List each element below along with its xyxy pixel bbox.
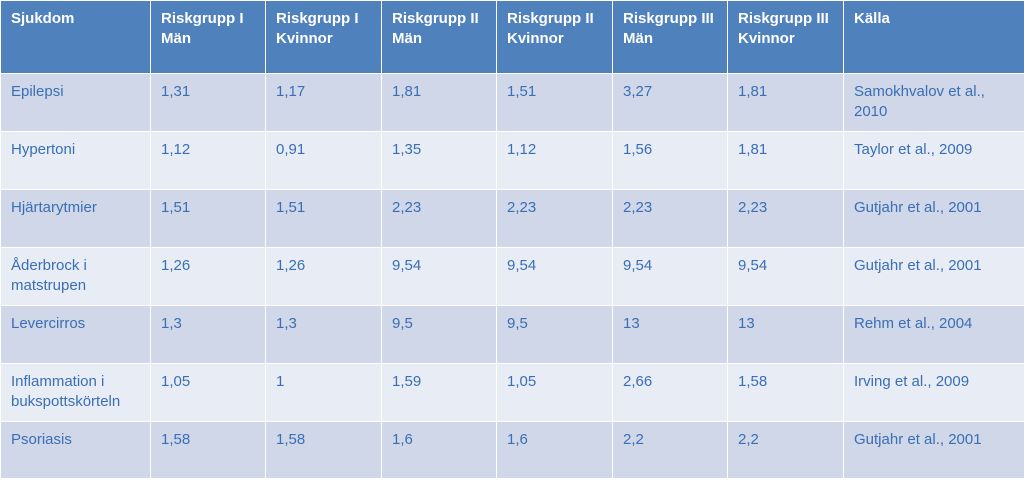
cell-source: Rehm et al., 2004 [843, 305, 1024, 364]
cell-value: 1,26 [150, 247, 266, 306]
cell-value: 1,81 [727, 131, 844, 190]
cell-value: 1,51 [496, 73, 613, 132]
cell-value: 1,58 [150, 421, 266, 479]
cell-value: 1,05 [150, 363, 266, 422]
cell-value: 1,51 [265, 189, 382, 248]
cell-value: 1,3 [150, 305, 266, 364]
cell-value: 2,23 [727, 189, 844, 248]
cell-value: 9,54 [612, 247, 728, 306]
cell-value: 2,66 [612, 363, 728, 422]
header-sjukdom: Sjukdom [0, 0, 151, 74]
cell-value: 1,31 [150, 73, 266, 132]
cell-value: 1,81 [727, 73, 844, 132]
cell-value: 9,54 [727, 247, 844, 306]
header-riskgrupp-3-kvinnor: Riskgrupp III Kvinnor [727, 0, 844, 74]
table-row: Hjärtarytmier 1,51 1,51 2,23 2,23 2,23 2… [0, 189, 1024, 248]
header-riskgrupp-2-man: Riskgrupp II Män [381, 0, 497, 74]
cell-value: 1,05 [496, 363, 613, 422]
header-kalla: Källa [843, 0, 1024, 74]
table-row: Levercirros 1,3 1,3 9,5 9,5 13 13 Rehm e… [0, 305, 1024, 364]
cell-source: Irving et al., 2009 [843, 363, 1024, 422]
cell-value: 1,3 [265, 305, 382, 364]
header-riskgrupp-3-man: Riskgrupp III Män [612, 0, 728, 74]
cell-value: 1,17 [265, 73, 382, 132]
cell-value: 1,6 [381, 421, 497, 479]
cell-value: 0,91 [265, 131, 382, 190]
cell-value: 1,56 [612, 131, 728, 190]
cell-disease: Epilepsi [0, 73, 151, 132]
cell-source: Gutjahr et al., 2001 [843, 189, 1024, 248]
cell-disease: Hjärtarytmier [0, 189, 151, 248]
cell-source: Gutjahr et al., 2001 [843, 421, 1024, 479]
cell-source: Taylor et al., 2009 [843, 131, 1024, 190]
header-row: Sjukdom Riskgrupp I Män Riskgrupp I Kvin… [0, 0, 1024, 74]
header-riskgrupp-1-kvinnor: Riskgrupp I Kvinnor [265, 0, 382, 74]
table-row: Åderbrock i matstrupen 1,26 1,26 9,54 9,… [0, 247, 1024, 306]
table-row: Inflammation i bukspottskörteln 1,05 1 1… [0, 363, 1024, 422]
cell-value: 9,5 [381, 305, 497, 364]
table-row: Epilepsi 1,31 1,17 1,81 1,51 3,27 1,81 S… [0, 73, 1024, 132]
cell-value: 9,5 [496, 305, 613, 364]
cell-value: 1,12 [496, 131, 613, 190]
cell-disease: Åderbrock i matstrupen [0, 247, 151, 306]
cell-disease: Hypertoni [0, 131, 151, 190]
header-riskgrupp-1-man: Riskgrupp I Män [150, 0, 266, 74]
cell-value: 1,6 [496, 421, 613, 479]
cell-value: 1,59 [381, 363, 497, 422]
header-riskgrupp-2-kvinnor: Riskgrupp II Kvinnor [496, 0, 613, 74]
cell-value: 2,2 [612, 421, 728, 479]
cell-disease: Levercirros [0, 305, 151, 364]
cell-value: 2,23 [496, 189, 613, 248]
cell-value: 1 [265, 363, 382, 422]
table-row: Psoriasis 1,58 1,58 1,6 1,6 2,2 2,2 Gutj… [0, 421, 1024, 479]
table-body: Epilepsi 1,31 1,17 1,81 1,51 3,27 1,81 S… [0, 73, 1024, 479]
cell-value: 2,2 [727, 421, 844, 479]
cell-value: 2,23 [612, 189, 728, 248]
cell-value: 1,58 [727, 363, 844, 422]
cell-value: 1,26 [265, 247, 382, 306]
cell-value: 2,23 [381, 189, 497, 248]
cell-source: Gutjahr et al., 2001 [843, 247, 1024, 306]
cell-value: 9,54 [496, 247, 613, 306]
cell-value: 1,51 [150, 189, 266, 248]
cell-value: 13 [727, 305, 844, 364]
cell-source: Samokhvalov et al., 2010 [843, 73, 1024, 132]
table-header: Sjukdom Riskgrupp I Män Riskgrupp I Kvin… [0, 0, 1024, 74]
cell-value: 1,81 [381, 73, 497, 132]
cell-value: 3,27 [612, 73, 728, 132]
cell-disease: Psoriasis [0, 421, 151, 479]
cell-value: 1,58 [265, 421, 382, 479]
table-row: Hypertoni 1,12 0,91 1,35 1,12 1,56 1,81 … [0, 131, 1024, 190]
cell-value: 13 [612, 305, 728, 364]
cell-value: 1,12 [150, 131, 266, 190]
cell-disease: Inflammation i bukspottskörteln [0, 363, 151, 422]
cell-value: 1,35 [381, 131, 497, 190]
cell-value: 9,54 [381, 247, 497, 306]
